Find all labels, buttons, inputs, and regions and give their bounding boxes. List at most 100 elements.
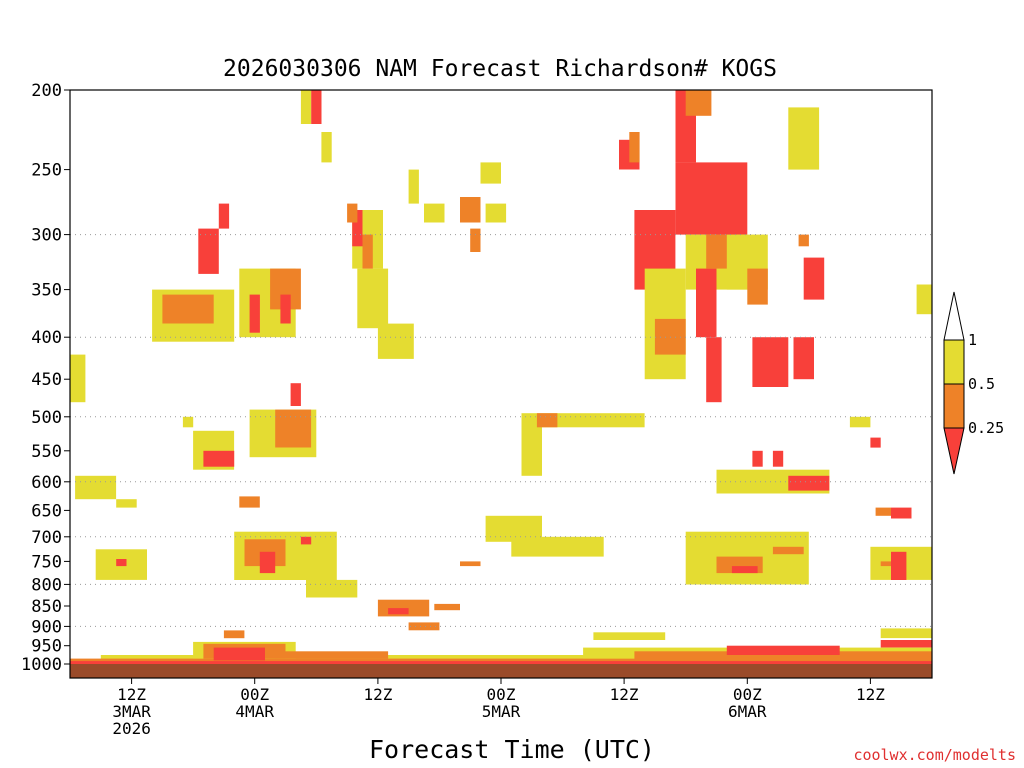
data-cell-yellow: [788, 107, 820, 170]
data-cell-orange: [747, 268, 768, 305]
data-cell-orange: [275, 651, 389, 659]
colorbar-bin: [943, 383, 965, 429]
data-cell-red: [116, 559, 127, 567]
data-cell-red: [290, 383, 301, 406]
data-cell-yellow: [75, 475, 117, 500]
data-cell-yellow: [300, 90, 312, 124]
colorbar-label: 0.25: [968, 419, 1004, 437]
data-cell-yellow: [182, 416, 194, 428]
data-cell-yellow: [916, 284, 932, 315]
data-cell-red: [259, 551, 276, 574]
colorbar-label: 1: [968, 331, 977, 349]
y-tick-label: 650: [31, 501, 62, 521]
y-tick-label: 500: [31, 408, 62, 428]
y-tick-label: 800: [31, 575, 62, 595]
credit-text: coolwx.com/modelts: [853, 746, 1016, 764]
data-cell-red: [752, 450, 763, 467]
data-cell-yellow: [485, 203, 507, 223]
data-cell-red: [70, 661, 932, 664]
y-tick-label: 700: [31, 528, 62, 548]
data-cell-orange: [239, 496, 260, 508]
y-tick-label: 300: [31, 226, 62, 246]
data-cell-orange: [470, 228, 481, 252]
x-tick-label: 12Z: [610, 685, 639, 704]
data-cell-yellow: [408, 169, 419, 204]
data-cell-yellow: [880, 628, 932, 639]
data-cell-red: [388, 608, 409, 615]
data-cell-red: [716, 169, 737, 235]
data-cell-red: [213, 647, 265, 661]
y-tick-label: 350: [31, 281, 62, 301]
x-tick-label: 6MAR: [728, 702, 767, 721]
data-cell-yellow: [424, 203, 445, 223]
data-cell-orange: [536, 413, 558, 428]
y-tick-label: 600: [31, 473, 62, 493]
data-cell-orange: [347, 203, 358, 223]
data-cell-orange: [223, 630, 245, 639]
colorbar-top-triangle: [943, 291, 965, 341]
data-cell-red: [891, 551, 907, 580]
x-tick-label: 00Z: [240, 685, 269, 704]
data-cell-red: [249, 294, 260, 333]
data-cell-yellow: [521, 420, 542, 476]
data-cell-red: [731, 566, 758, 574]
x-tick-label: 12Z: [363, 685, 392, 704]
data-cell-red: [788, 475, 830, 491]
data-cell-red: [696, 268, 717, 338]
data-cell-yellow: [70, 354, 86, 403]
x-tick-label: 4MAR: [235, 702, 274, 721]
data-cell-red: [203, 450, 235, 467]
data-cell-yellow: [511, 536, 604, 557]
data-cell-red: [880, 640, 932, 648]
colorbar-label: 0.5: [968, 375, 995, 393]
data-cell-red: [352, 210, 363, 247]
data-cell-orange: [685, 90, 712, 116]
x-tick-label: 00Z: [733, 685, 762, 704]
colorbar: 1 0.5 0.25: [943, 291, 1004, 475]
y-tick-label: 550: [31, 442, 62, 462]
data-cell-red: [280, 294, 291, 324]
x-tick-label: 12Z: [856, 685, 885, 704]
y-tick-label: 200: [31, 81, 62, 101]
data-cell-red: [311, 90, 322, 124]
data-cell-orange: [772, 546, 804, 555]
data-cell-orange: [460, 197, 481, 223]
data-cell-yellow: [593, 632, 666, 640]
data-cell-red: [772, 450, 784, 467]
data-cell-orange: [162, 294, 214, 324]
data-cell-orange: [434, 603, 460, 611]
x-tick-label: 5MAR: [482, 702, 521, 721]
data-cell-yellow: [116, 499, 137, 508]
colorbar-bottom-triangle: [943, 427, 965, 475]
data-cell-red: [891, 507, 912, 519]
data-cell-yellow: [357, 268, 389, 329]
data-cell-red: [706, 337, 722, 403]
data-cell-orange: [634, 651, 932, 661]
data-cell-orange: [629, 132, 640, 163]
data-cell-red: [300, 536, 312, 545]
data-cell-orange: [275, 409, 312, 448]
y-tick-label: 850: [31, 597, 62, 617]
data-cell-orange: [362, 234, 373, 269]
data-cell-yellow: [306, 579, 358, 598]
data-cell-red: [198, 228, 219, 274]
x-tick-label: 2026: [112, 719, 151, 738]
data-cell-orange: [880, 561, 891, 567]
x-tick-label: 00Z: [487, 685, 516, 704]
x-axis-label: Forecast Time (UTC): [369, 735, 655, 764]
ground-strip: [70, 664, 932, 678]
data-cell-orange: [798, 234, 809, 247]
y-axis: 200 250 300 350 400 450 500 550 600 650 700 750 8008…: [21, 81, 70, 675]
y-tick-label: 750: [31, 552, 62, 572]
data-cell-red: [870, 437, 881, 448]
x-tick-label: 3MAR: [112, 702, 151, 721]
data-cell-red: [803, 257, 825, 300]
y-tick-label: 950: [31, 637, 62, 657]
data-cell-red: [793, 337, 814, 380]
data-cell-orange: [875, 507, 891, 516]
data-cell-red: [218, 203, 230, 229]
data-cell-red: [726, 645, 840, 655]
data-patches: [70, 90, 933, 678]
